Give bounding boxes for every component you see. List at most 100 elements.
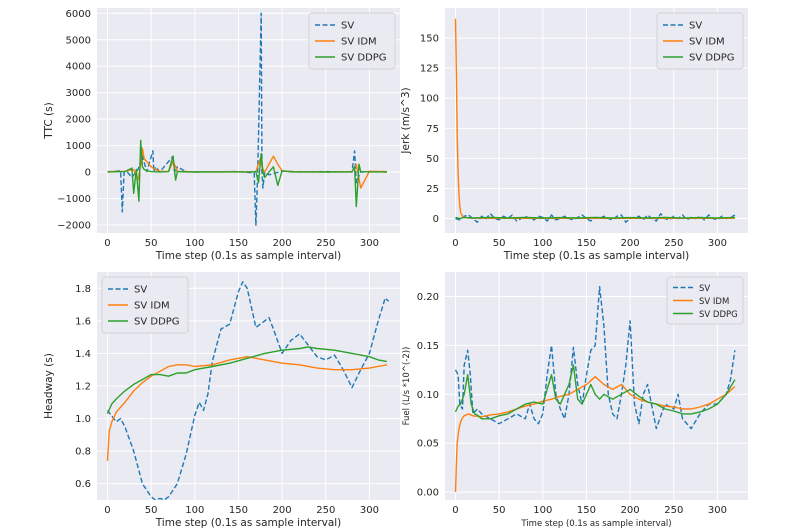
x-tick-label: 250 bbox=[664, 238, 683, 249]
series-group bbox=[454, 286, 736, 493]
y-tick-label: 0.00 bbox=[417, 488, 439, 499]
series-line-sv bbox=[106, 281, 390, 500]
y-tick-label: 0 bbox=[433, 214, 439, 225]
x-tick-label: 150 bbox=[577, 505, 596, 516]
y-tick-label: 1.6 bbox=[75, 316, 91, 327]
x-tick-label: 0 bbox=[104, 505, 110, 516]
y-tick-label: 1.0 bbox=[75, 414, 91, 425]
x-axis-label: Time step (0.1s as sample interval) bbox=[520, 519, 671, 529]
legend-label: SV IDM bbox=[699, 297, 729, 307]
y-tick-label: 2000 bbox=[66, 115, 91, 126]
legend-label: SV bbox=[689, 21, 702, 32]
x-tick-label: 150 bbox=[229, 505, 248, 516]
x-tick-label: 300 bbox=[708, 238, 727, 249]
x-tick-label: 0 bbox=[104, 238, 110, 249]
x-axis-label: Time step (0.1s as sample interval) bbox=[155, 517, 342, 529]
y-tick-label: 1.8 bbox=[75, 284, 91, 295]
legend: SV SV IDM SV DDPG bbox=[101, 276, 189, 334]
x-tick-label: 250 bbox=[316, 238, 335, 249]
x-tick-label: 50 bbox=[145, 505, 158, 516]
chart-panel-4: 0 50 100 150 200 250 300 0.00 0.05 0.10 0.15 0.20 Ti… bbox=[402, 272, 748, 529]
legend-label: SV DDPG bbox=[341, 53, 387, 64]
legend-label: SV bbox=[341, 21, 354, 32]
x-tick-label: 200 bbox=[273, 505, 292, 516]
x-tick-label: 0 bbox=[452, 505, 458, 516]
legend-label: SV DDPG bbox=[689, 53, 735, 64]
y-tick-label: 1.2 bbox=[75, 382, 91, 393]
y-tick-label: 0.20 bbox=[417, 292, 439, 303]
x-tick-label: 200 bbox=[621, 238, 640, 249]
legend-box bbox=[308, 12, 396, 70]
x-axis-label: Time step (0.1s as sample interval) bbox=[155, 250, 342, 262]
y-tick-label: 25 bbox=[426, 184, 439, 195]
legend: SV SV IDM SV DDPG bbox=[308, 12, 396, 70]
x-tick-label: 100 bbox=[185, 505, 204, 516]
series-group bbox=[106, 281, 390, 500]
y-axis-label: TTC (s) bbox=[43, 102, 55, 139]
y-tick-label: 0.15 bbox=[417, 341, 439, 352]
x-tick-label: 50 bbox=[145, 238, 158, 249]
x-tick-label: 250 bbox=[664, 505, 683, 516]
legend-label: SV DDPG bbox=[699, 310, 738, 320]
legend-label: SV DDPG bbox=[134, 317, 180, 328]
legend: SV SV IDM SV DDPG bbox=[656, 12, 744, 70]
x-tick-label: 0 bbox=[452, 238, 458, 249]
series-line-sv-ddpg bbox=[455, 216, 735, 220]
y-tick-label: 100 bbox=[420, 94, 439, 105]
x-tick-label: 100 bbox=[533, 238, 552, 249]
x-tick-label: 50 bbox=[493, 238, 506, 249]
x-axis-label: Time step (0.1s as sample interval) bbox=[503, 250, 690, 262]
y-tick-label: 3000 bbox=[66, 88, 91, 99]
series-line-sv-ddpg bbox=[454, 364, 736, 420]
y-tick-label: 5000 bbox=[66, 35, 91, 46]
x-tick-label: 200 bbox=[621, 505, 640, 516]
series-group bbox=[107, 12, 387, 226]
y-tick-label: 150 bbox=[420, 34, 439, 45]
x-tick-label: 300 bbox=[708, 505, 727, 516]
y-tick-label: −1000 bbox=[57, 194, 91, 205]
legend-label: SV bbox=[134, 285, 147, 296]
series-line-sv-ddpg bbox=[106, 346, 388, 414]
legend-box bbox=[656, 12, 744, 70]
series-group bbox=[454, 18, 736, 223]
legend: SV SV IDM SV DDPG bbox=[666, 276, 744, 325]
chart-panel-1: 0 50 100 150 200 250 300 −2000 −1000 0 1000 2000 300… bbox=[43, 8, 400, 262]
y-tick-label: 0.05 bbox=[417, 439, 439, 450]
x-tick-label: 150 bbox=[577, 238, 596, 249]
series-line-sv-idm bbox=[106, 356, 388, 461]
x-tick-label: 250 bbox=[316, 505, 335, 516]
x-tick-label: 100 bbox=[185, 238, 204, 249]
x-tick-label: 150 bbox=[229, 238, 248, 249]
y-tick-label: 0.6 bbox=[75, 479, 91, 490]
y-axis-label: Fuel (L/s *10^(-2)) bbox=[402, 347, 412, 426]
legend-label: SV IDM bbox=[134, 301, 170, 312]
y-tick-label: 0.8 bbox=[75, 447, 91, 458]
series-line-sv-idm bbox=[454, 376, 736, 493]
y-tick-label: 75 bbox=[426, 124, 439, 135]
x-tick-label: 50 bbox=[493, 505, 506, 516]
y-axis-label: Headway (s) bbox=[43, 353, 55, 419]
chart-panel-3: 0 50 100 150 200 250 300 0.6 0.8 1.0 1.2 1.4 1.6 1.8 T… bbox=[43, 272, 400, 529]
legend-box bbox=[101, 276, 189, 334]
y-tick-label: 0.10 bbox=[417, 390, 439, 401]
y-tick-label: 4000 bbox=[66, 62, 91, 73]
legend-label: SV IDM bbox=[689, 37, 725, 48]
y-tick-label: 125 bbox=[420, 64, 439, 75]
legend-label: SV bbox=[699, 284, 710, 294]
y-tick-label: 1000 bbox=[66, 141, 91, 152]
y-tick-label: 6000 bbox=[66, 9, 91, 20]
x-tick-label: 300 bbox=[360, 238, 379, 249]
y-axis-label: Jerk (m/s^3) bbox=[400, 87, 412, 154]
y-tick-label: 1.4 bbox=[75, 349, 91, 360]
x-tick-label: 100 bbox=[533, 505, 552, 516]
legend-label: SV IDM bbox=[341, 37, 377, 48]
x-tick-label: 200 bbox=[273, 238, 292, 249]
y-tick-label: 0 bbox=[85, 168, 91, 179]
legend-box bbox=[666, 276, 744, 325]
series-line-sv-ddpg bbox=[107, 139, 387, 208]
y-tick-label: 50 bbox=[426, 154, 439, 165]
x-tick-label: 300 bbox=[360, 505, 379, 516]
y-tick-label: −2000 bbox=[57, 221, 91, 232]
